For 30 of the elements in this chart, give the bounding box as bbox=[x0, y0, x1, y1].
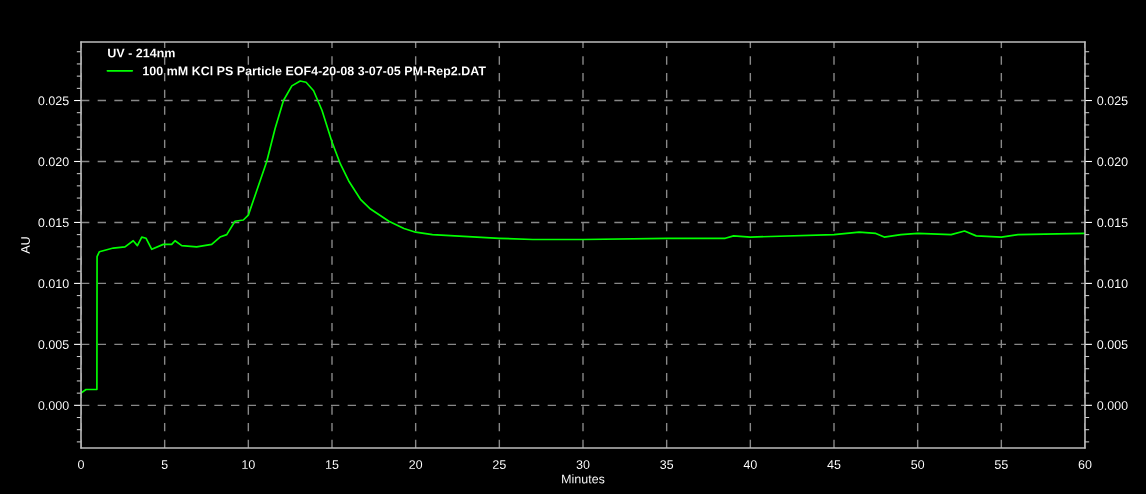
x-tick-label: 20 bbox=[409, 460, 423, 469]
y-tick-label: 0.000 bbox=[38, 401, 69, 410]
x-tick-label: 55 bbox=[994, 460, 1008, 469]
x-tick-label: 45 bbox=[827, 460, 841, 469]
y-tick-label: 0.020 bbox=[38, 157, 69, 167]
x-tick-label: 15 bbox=[326, 460, 339, 469]
y2-tick-label: 0.020 bbox=[1097, 157, 1128, 167]
y2-tick-label: 0.005 bbox=[1097, 340, 1128, 350]
y-tick-label: 0.010 bbox=[38, 279, 69, 289]
y-axis-title: AU bbox=[21, 237, 30, 254]
x-axis-title: Minutes bbox=[562, 474, 605, 484]
y2-tick-label: 0.015 bbox=[1097, 218, 1128, 228]
x-tick-label: 30 bbox=[576, 460, 590, 469]
x-tick-label: 0 bbox=[78, 460, 84, 469]
y-tick-label: 0.025 bbox=[38, 96, 69, 106]
x-tick-label: 5 bbox=[161, 460, 168, 469]
x-tick-label: 10 bbox=[242, 460, 255, 469]
x-tick-label: 25 bbox=[493, 460, 506, 469]
x-tick-label: 60 bbox=[1078, 460, 1092, 469]
y2-tick-label: 0.000 bbox=[1097, 401, 1128, 410]
x-tick-label: 35 bbox=[660, 460, 674, 469]
legend-label: 100 mM KCl PS Particle EOF4-20-08 3-07-05 PM-Rep2.DAT bbox=[143, 66, 486, 78]
y2-tick-label: 0.025 bbox=[1097, 96, 1128, 106]
x-tick-label: 40 bbox=[743, 460, 757, 469]
y-tick-label: 0.005 bbox=[38, 340, 69, 350]
legend-title: UV - 214nm bbox=[108, 48, 175, 58]
x-tick-label: 50 bbox=[911, 460, 925, 469]
y-tick-label: 0.015 bbox=[38, 218, 69, 228]
line-series bbox=[81, 80, 1085, 394]
y2-tick-label: 0.010 bbox=[1097, 279, 1128, 289]
